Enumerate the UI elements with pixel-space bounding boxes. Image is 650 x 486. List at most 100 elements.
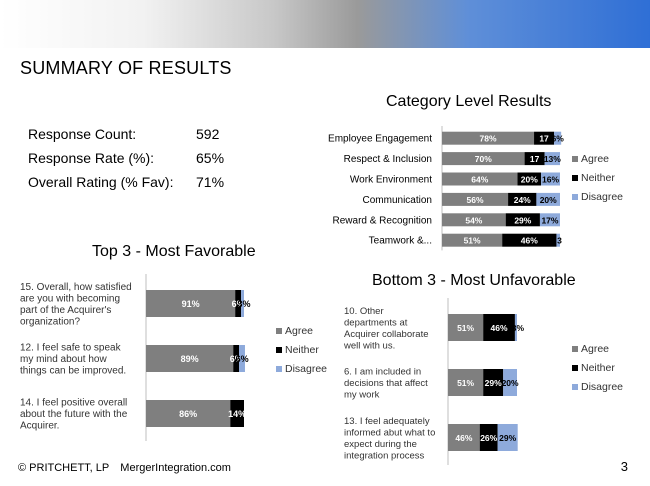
category-label: my work bbox=[344, 390, 380, 401]
legend-swatch bbox=[572, 175, 578, 181]
data-label: 17% bbox=[541, 215, 558, 225]
data-label: 17 bbox=[539, 134, 549, 144]
category-label: 12. I feel safe to speak bbox=[20, 343, 122, 354]
bar-agree bbox=[442, 213, 506, 227]
legend-label: Agree bbox=[581, 343, 609, 355]
category-label: Reward & Recognition bbox=[333, 215, 433, 226]
data-label: 3 bbox=[557, 236, 562, 246]
metric-value: 592 bbox=[196, 126, 220, 142]
category-label: things can be improved. bbox=[20, 366, 126, 377]
legend-swatch bbox=[276, 366, 282, 372]
legend-label: Disagree bbox=[581, 381, 623, 393]
bar-disagree bbox=[241, 290, 244, 317]
bar-agree bbox=[448, 314, 484, 341]
category-label: Work Environment bbox=[350, 175, 432, 186]
bar-disagree bbox=[514, 314, 517, 341]
bar-neither bbox=[502, 233, 557, 247]
legend-label: Neither bbox=[581, 172, 615, 184]
data-label: 91% bbox=[182, 299, 200, 309]
bar-disagree bbox=[554, 131, 562, 145]
legend-swatch bbox=[276, 328, 282, 334]
legend-label: Agree bbox=[581, 153, 609, 165]
bar-neither bbox=[483, 314, 515, 341]
data-label: 29% bbox=[499, 433, 516, 443]
bar-agree bbox=[442, 131, 535, 145]
data-label: 51% bbox=[457, 378, 474, 388]
metric-label: Response Rate (%): bbox=[28, 150, 155, 166]
bar-neither bbox=[534, 131, 555, 145]
legend-label: Disagree bbox=[285, 363, 327, 375]
legend-swatch bbox=[572, 384, 578, 390]
category-label: Respect & Inclusion bbox=[344, 154, 432, 165]
category-label: 14. I feel positive overall bbox=[20, 398, 127, 409]
category-label: Employee Engagement bbox=[328, 134, 432, 145]
category-label: 15. Overall, how satisfied bbox=[20, 282, 132, 293]
bar-neither bbox=[230, 400, 244, 427]
legend-label: Neither bbox=[285, 344, 319, 356]
metric-response-rate: Response Rate (%): 65% bbox=[28, 150, 288, 172]
data-label: 54% bbox=[465, 215, 482, 225]
metric-value: 65% bbox=[196, 150, 225, 166]
legend-label: Neither bbox=[581, 362, 615, 374]
bar-agree bbox=[146, 400, 231, 427]
data-label: 14% bbox=[228, 409, 246, 419]
data-label: 20% bbox=[540, 195, 557, 205]
bar-agree bbox=[442, 172, 518, 186]
slide-title: SUMMARY OF RESULTS bbox=[20, 58, 232, 78]
category-label: part of the Acquirer's bbox=[20, 305, 111, 316]
data-label: 46% bbox=[455, 433, 472, 443]
metric-overall-rating: Overall Rating (% Fav): 71% bbox=[28, 174, 288, 196]
category-label: Acquirer. bbox=[20, 421, 59, 432]
legend-swatch bbox=[572, 156, 578, 162]
data-label: 46% bbox=[491, 323, 508, 333]
bar-agree bbox=[442, 152, 525, 166]
category-label: Acquirer collaborate bbox=[344, 329, 429, 340]
data-label: 24% bbox=[514, 195, 531, 205]
category-label: informed abut what to bbox=[344, 427, 435, 438]
bar-neither bbox=[508, 192, 537, 206]
bar-disagree bbox=[239, 345, 245, 372]
data-label: 17 bbox=[530, 154, 540, 164]
bottom3-chart-title: Bottom 3 - Most Unfavorable bbox=[372, 272, 576, 289]
bar-agree bbox=[448, 424, 480, 451]
category-label: decisions that affect bbox=[344, 378, 428, 389]
data-label: 51% bbox=[457, 323, 474, 333]
category-label: 10. Other bbox=[344, 306, 384, 317]
legend-swatch bbox=[276, 347, 282, 353]
bar-neither bbox=[483, 369, 504, 396]
category-label: are you with becoming bbox=[20, 293, 120, 304]
metric-label: Response Count: bbox=[28, 126, 137, 142]
data-label: 20% bbox=[502, 378, 519, 388]
data-label: 6% bbox=[236, 354, 249, 364]
bar-neither bbox=[235, 290, 242, 317]
footer-site: MergerIntegration.com bbox=[120, 462, 231, 474]
data-label: 20% bbox=[521, 175, 538, 185]
footer: © PRITCHETT, LP MergerIntegration.com bbox=[18, 462, 239, 474]
legend-swatch bbox=[572, 194, 578, 200]
legend-swatch bbox=[572, 365, 578, 371]
data-label: 46% bbox=[521, 236, 538, 246]
bar-disagree bbox=[544, 152, 560, 166]
bar-agree bbox=[442, 233, 503, 247]
category-label: integration process bbox=[344, 450, 425, 461]
bar-neither bbox=[524, 152, 545, 166]
bar-agree bbox=[146, 290, 236, 317]
bar-disagree bbox=[556, 233, 560, 247]
data-label: 6% bbox=[232, 299, 245, 309]
category-label: about the future with the bbox=[20, 409, 128, 420]
data-label: 3% bbox=[238, 299, 251, 309]
bar-neither bbox=[517, 172, 542, 186]
category-label: Communication bbox=[363, 195, 432, 206]
legend-label: Agree bbox=[285, 325, 313, 337]
bar-disagree bbox=[541, 172, 560, 186]
category-label: 13. I feel adequately bbox=[344, 416, 430, 427]
data-label: 78% bbox=[480, 134, 497, 144]
data-label: 6% bbox=[551, 134, 564, 144]
data-label: 86% bbox=[179, 409, 197, 419]
category-label: my mind about how bbox=[20, 354, 107, 365]
bar-disagree bbox=[497, 424, 518, 451]
category-label: 6. I am included in bbox=[344, 367, 421, 378]
bar-disagree bbox=[539, 213, 560, 227]
data-label: 3% bbox=[512, 323, 525, 333]
